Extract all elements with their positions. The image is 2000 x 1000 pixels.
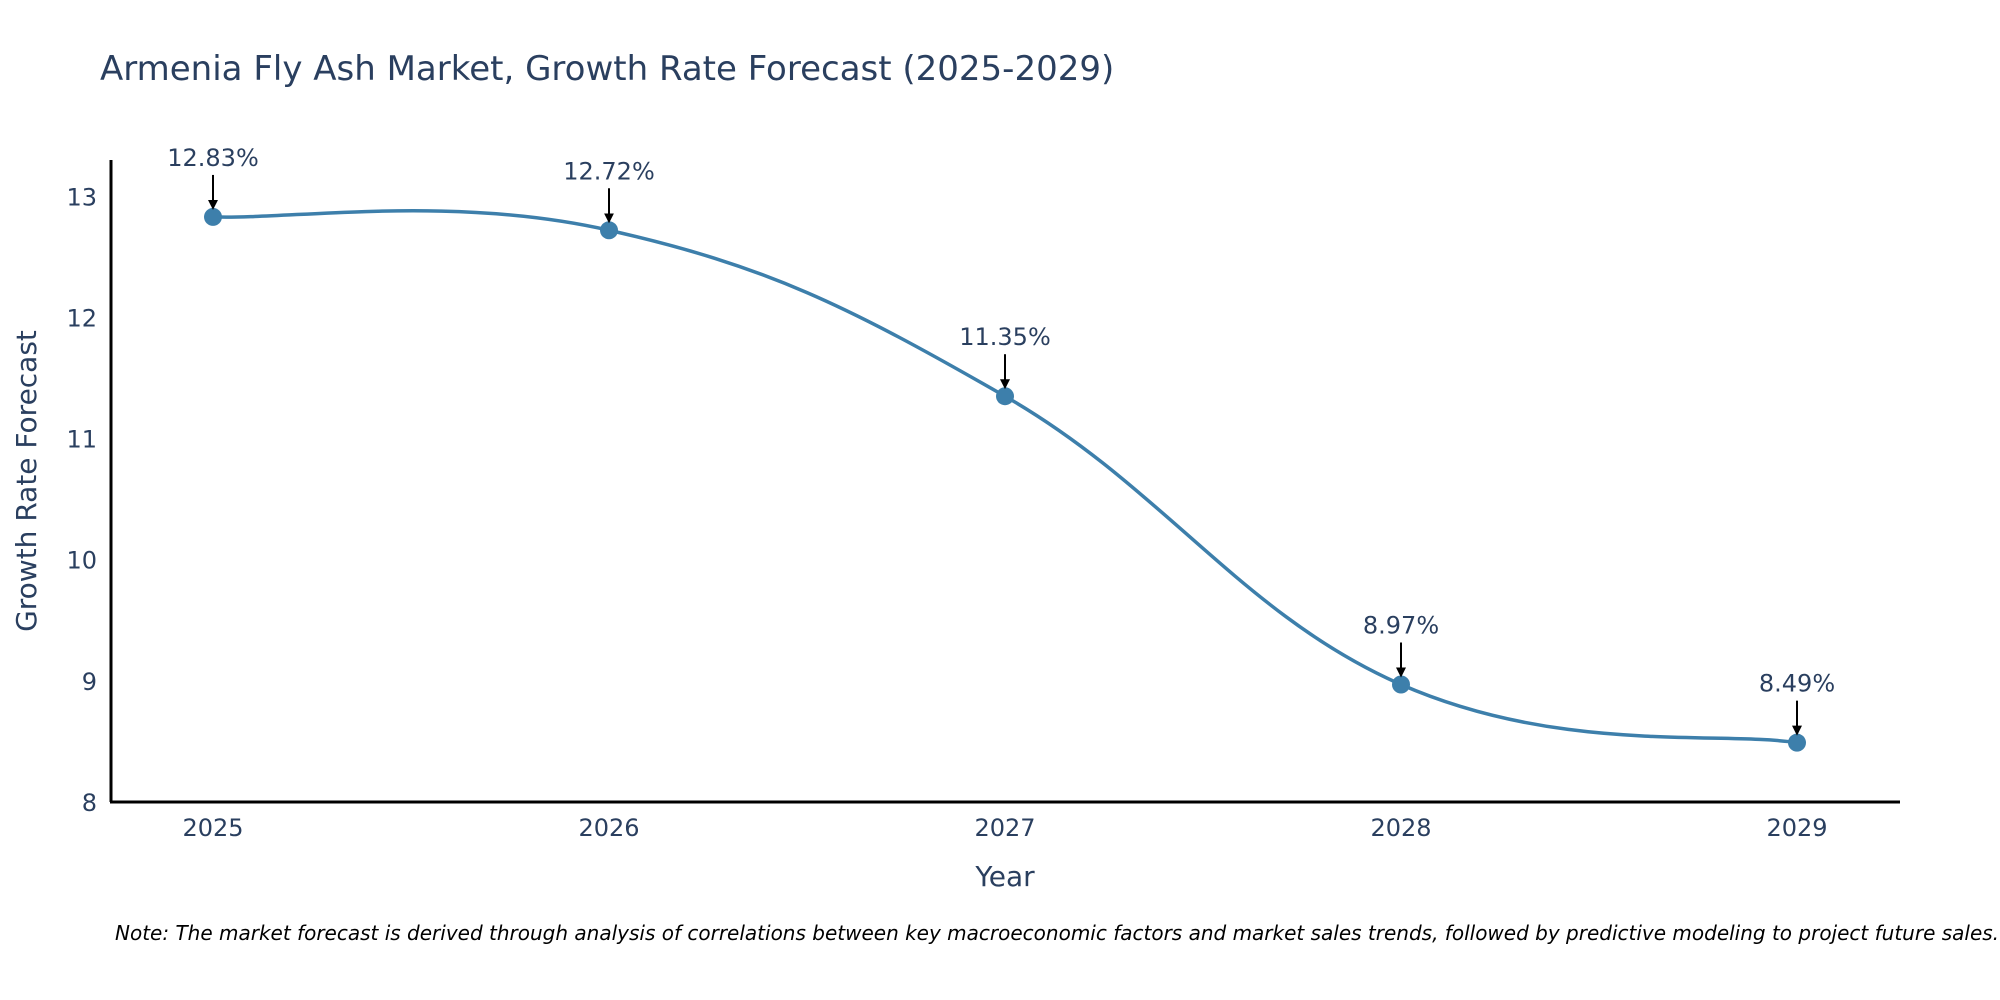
data-label: 8.97% bbox=[1363, 612, 1439, 640]
y-axis-title: Growth Rate Forecast bbox=[10, 330, 43, 632]
x-tick-label: 2028 bbox=[1370, 814, 1431, 842]
data-point-marker bbox=[1788, 733, 1806, 752]
x-tick-label: 2025 bbox=[182, 814, 243, 842]
y-tick-label: 11 bbox=[66, 426, 97, 454]
data-point-marker bbox=[600, 221, 618, 240]
data-markers bbox=[204, 207, 1806, 752]
data-point-marker bbox=[1392, 675, 1410, 694]
y-tick-label: 12 bbox=[66, 304, 97, 332]
data-label: 8.49% bbox=[1759, 670, 1835, 698]
x-tick-label: 2026 bbox=[578, 814, 639, 842]
data-annotations: 12.83% 12.72% 11.35% 8.97% 8.49% bbox=[167, 144, 1835, 736]
x-axis-title: Year bbox=[974, 860, 1035, 893]
y-tick-label: 10 bbox=[66, 547, 97, 575]
data-point-marker bbox=[204, 207, 222, 226]
data-point-marker bbox=[996, 387, 1014, 406]
x-tick-label: 2027 bbox=[974, 814, 1035, 842]
y-tick-label: 13 bbox=[66, 183, 97, 211]
y-tick-label: 8 bbox=[82, 789, 97, 817]
x-axis-ticks: 2025 2026 2027 2028 2029 bbox=[182, 814, 1827, 842]
data-label: 12.83% bbox=[167, 144, 259, 172]
y-axis-ticks: 8 9 10 11 12 13 bbox=[66, 183, 97, 817]
y-tick-label: 9 bbox=[82, 668, 97, 696]
x-tick-label: 2029 bbox=[1766, 814, 1827, 842]
data-label: 12.72% bbox=[563, 157, 655, 185]
chart-title: Armenia Fly Ash Market, Growth Rate Fore… bbox=[100, 49, 1114, 89]
series-line bbox=[211, 209, 1799, 745]
data-label: 11.35% bbox=[959, 323, 1051, 351]
footnote: Note: The market forecast is derived thr… bbox=[115, 921, 1999, 945]
